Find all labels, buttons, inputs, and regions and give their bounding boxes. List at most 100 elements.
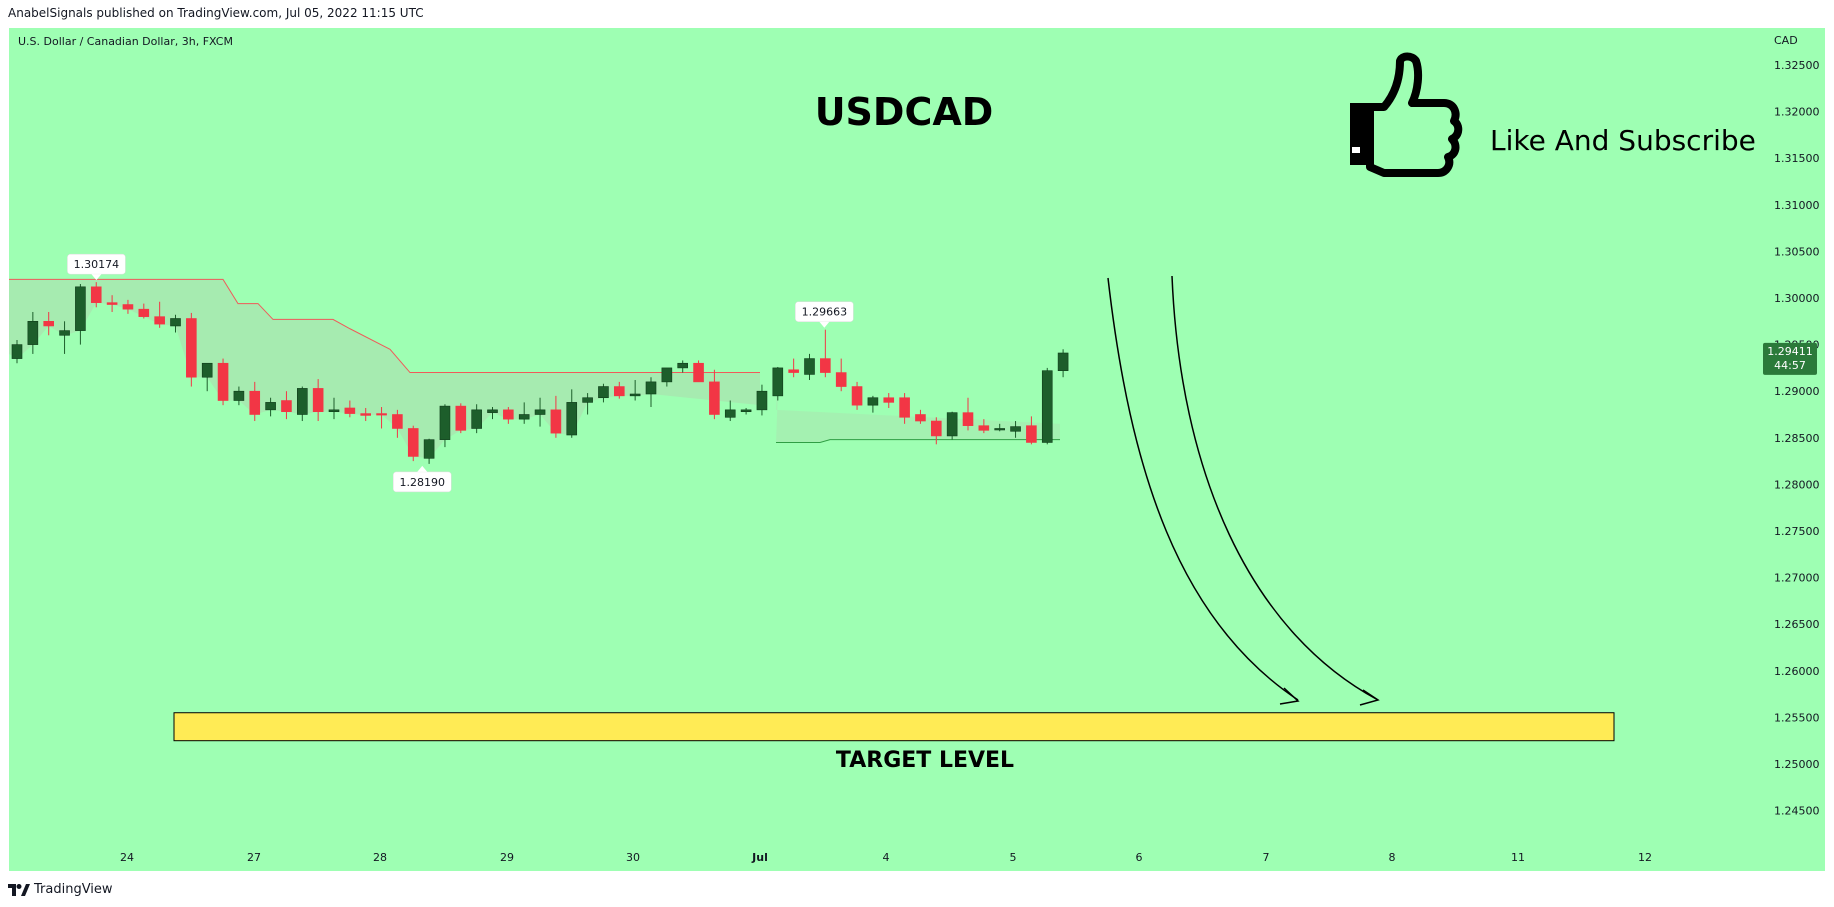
candle-body [487, 409, 498, 413]
x-tick-label: 24 [120, 851, 134, 864]
y-tick-label: 1.30500 [1774, 245, 1820, 258]
symbol-label: U.S. Dollar / Canadian Dollar, 3h, FXCM [18, 35, 233, 48]
candle-body [946, 412, 958, 437]
candle-body [851, 386, 863, 406]
target-zone [173, 712, 1615, 742]
x-tick-label: Jul [751, 851, 768, 864]
x-tick-label: 27 [247, 851, 261, 864]
candle-body [804, 358, 815, 375]
y-tick-label: 1.29000 [1774, 385, 1820, 398]
candle-body [106, 302, 118, 305]
chart-title: USDCAD [815, 90, 994, 134]
curved-arrow-1 [1107, 277, 1299, 701]
candle-body [75, 286, 86, 331]
candle-body [693, 362, 704, 383]
candle-body [392, 414, 403, 429]
candle-body [661, 367, 673, 383]
target-level-label: TARGET LEVEL [836, 748, 1014, 773]
candle-body [518, 414, 530, 420]
y-tick-label: 1.27500 [1774, 525, 1820, 538]
candle-body [756, 390, 768, 411]
candle-body [629, 393, 641, 397]
candle-body [138, 308, 150, 317]
candles-layer [11, 282, 1069, 464]
candle-body [1026, 425, 1037, 443]
candle-body [376, 413, 387, 416]
candle-body [534, 409, 546, 415]
candle-body [962, 412, 974, 426]
candle-body [43, 320, 55, 327]
y-tick-label: 1.28500 [1774, 432, 1820, 445]
candle-body [978, 425, 990, 431]
x-tick-label: 30 [626, 851, 640, 864]
candle-body [994, 428, 1006, 431]
candle-body [423, 439, 435, 459]
candle-body [170, 318, 181, 327]
footer-brand-label: TradingView [34, 882, 113, 897]
high-callout-1: 1.30174 [67, 253, 126, 281]
candle-body [122, 304, 134, 310]
candle-body [788, 369, 799, 373]
high-callout-2-text: 1.29663 [802, 306, 848, 319]
candle-body [550, 409, 562, 434]
candle-body [344, 407, 356, 414]
support-cloud-fill [776, 372, 1060, 443]
high-callout-2-pointer [819, 321, 830, 328]
support-line [776, 439, 1060, 443]
low-callout-1: 1.28190 [393, 465, 452, 493]
candle-body [677, 362, 689, 369]
last-price-value: 1.29411 [1767, 345, 1813, 358]
candle-body [598, 386, 609, 399]
candle-body [503, 409, 514, 420]
x-tick-label: 5 [1010, 851, 1017, 864]
candle-body [296, 388, 308, 415]
candle-body [455, 405, 467, 431]
candle-body [724, 409, 736, 418]
last-price-countdown: 44:57 [1774, 359, 1806, 372]
candle-body [820, 358, 831, 373]
candle-body [582, 397, 593, 403]
curved-arrow-head-1 [1279, 687, 1300, 705]
candle-body [471, 409, 482, 429]
candle-body [217, 362, 229, 401]
high-callout-1-text: 1.30174 [74, 258, 120, 271]
currency-label: CAD [1774, 34, 1798, 47]
candle-body [566, 402, 578, 436]
thumbs-up-icon [1350, 52, 1463, 177]
candle-body [439, 405, 451, 440]
y-tick-label: 1.32500 [1774, 59, 1820, 72]
y-tick-label: 1.31500 [1774, 152, 1820, 165]
y-tick-label: 1.25000 [1774, 758, 1820, 771]
low-callout-1-pointer [417, 465, 428, 472]
y-axis-ticks: 1.32500 1.32000 1.31500 1.31000 1.30500 1.300… [1774, 59, 1820, 818]
y-tick-label: 1.27000 [1774, 572, 1820, 585]
cta-text: Like And Subscribe [1490, 124, 1756, 157]
candle-body [186, 318, 197, 378]
price-labels-layer: 1.30174 1.28190 1.29663 [67, 253, 854, 493]
x-tick-label: 6 [1136, 851, 1143, 864]
candle-body [613, 386, 625, 397]
candle-body [407, 428, 419, 457]
x-tick-label: 28 [373, 851, 387, 864]
footer-brand[interactable]: TradingView [8, 882, 113, 897]
candle-body [312, 388, 324, 413]
candle-body [154, 316, 165, 325]
y-tick-label: 1.30000 [1774, 292, 1820, 305]
x-tick-label: 7 [1263, 851, 1270, 864]
candle-body [835, 372, 847, 387]
y-tick-label: 1.31000 [1774, 199, 1820, 212]
y-tick-label: 1.26500 [1774, 618, 1820, 631]
candle-body [645, 381, 657, 395]
candle-body [90, 286, 102, 303]
publisher-header: AnabelSignals published on TradingView.c… [8, 6, 424, 20]
candle-body [867, 397, 879, 406]
candle-body [740, 409, 752, 413]
x-tick-label: 12 [1638, 851, 1652, 864]
candle-body [201, 362, 213, 378]
candle-body [709, 381, 720, 415]
candle-body [265, 402, 276, 411]
low-callout-1-text: 1.28190 [400, 476, 446, 489]
candle-body [883, 397, 895, 403]
curved-arrow-head-2 [1359, 689, 1380, 706]
